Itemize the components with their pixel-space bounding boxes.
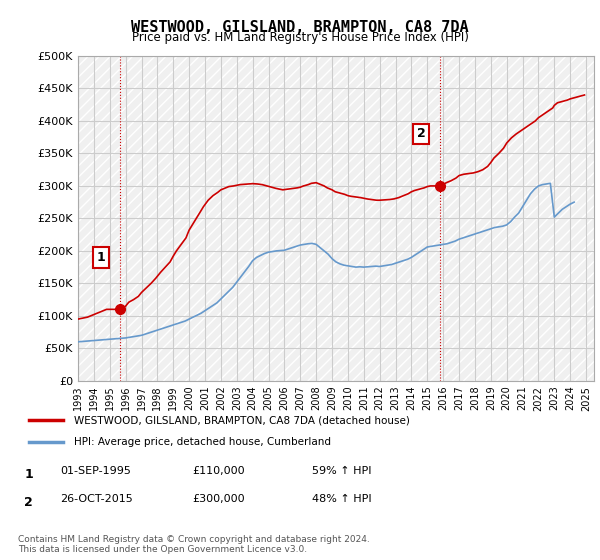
Text: 1: 1	[97, 251, 106, 264]
Text: Contains HM Land Registry data © Crown copyright and database right 2024.
This d: Contains HM Land Registry data © Crown c…	[18, 535, 370, 554]
Text: WESTWOOD, GILSLAND, BRAMPTON, CA8 7DA (detached house): WESTWOOD, GILSLAND, BRAMPTON, CA8 7DA (d…	[74, 415, 410, 425]
Text: £300,000: £300,000	[192, 494, 245, 505]
Text: 2: 2	[24, 496, 33, 509]
Text: 2: 2	[417, 128, 425, 141]
Text: 48% ↑ HPI: 48% ↑ HPI	[312, 494, 371, 505]
Text: 59% ↑ HPI: 59% ↑ HPI	[312, 466, 371, 477]
Text: £110,000: £110,000	[192, 466, 245, 477]
Text: Price paid vs. HM Land Registry's House Price Index (HPI): Price paid vs. HM Land Registry's House …	[131, 31, 469, 44]
Text: HPI: Average price, detached house, Cumberland: HPI: Average price, detached house, Cumb…	[74, 437, 331, 447]
Text: 26-OCT-2015: 26-OCT-2015	[60, 494, 133, 505]
Text: WESTWOOD, GILSLAND, BRAMPTON, CA8 7DA: WESTWOOD, GILSLAND, BRAMPTON, CA8 7DA	[131, 20, 469, 35]
Text: 01-SEP-1995: 01-SEP-1995	[60, 466, 131, 477]
Text: 1: 1	[24, 468, 33, 481]
